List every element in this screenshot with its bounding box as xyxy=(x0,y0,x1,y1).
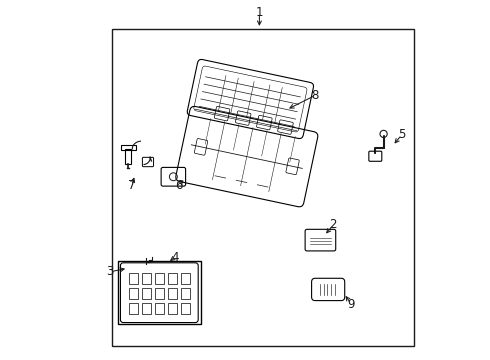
Text: 6: 6 xyxy=(174,179,182,192)
Text: 1: 1 xyxy=(256,6,263,19)
Bar xyxy=(125,149,131,164)
Bar xyxy=(112,29,414,346)
Bar xyxy=(129,288,139,299)
Bar xyxy=(129,303,139,314)
Bar xyxy=(168,303,177,314)
Bar xyxy=(121,145,136,150)
Bar xyxy=(155,303,164,314)
Text: 8: 8 xyxy=(312,89,319,102)
Bar xyxy=(168,273,177,284)
Bar xyxy=(129,273,139,284)
Bar xyxy=(181,303,190,314)
Bar xyxy=(142,288,151,299)
Bar xyxy=(181,273,190,284)
Text: 4: 4 xyxy=(171,251,178,264)
Bar xyxy=(181,288,190,299)
Bar xyxy=(142,303,151,314)
Text: 2: 2 xyxy=(329,219,337,231)
Bar xyxy=(142,273,151,284)
Bar xyxy=(168,288,177,299)
Text: 3: 3 xyxy=(106,265,114,278)
Bar xyxy=(118,261,201,324)
Text: 5: 5 xyxy=(398,129,405,141)
Bar xyxy=(155,288,164,299)
Text: 9: 9 xyxy=(347,298,355,311)
Text: 7: 7 xyxy=(128,179,135,192)
Bar xyxy=(155,273,164,284)
